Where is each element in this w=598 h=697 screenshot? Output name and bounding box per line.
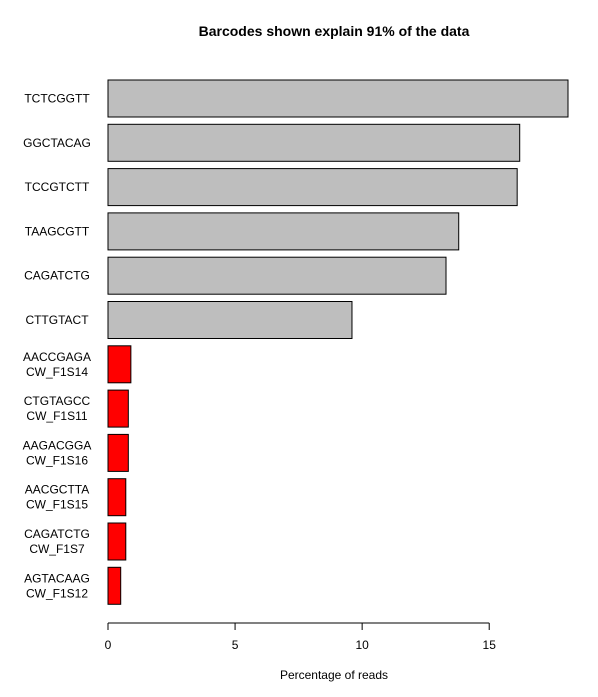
category-label-line: AGTACAAG bbox=[24, 571, 90, 585]
category-label-line: CW_F1S15 bbox=[26, 498, 88, 512]
category-label-line: CAGATCTG bbox=[24, 527, 90, 541]
bar-12 bbox=[107, 566, 122, 605]
category-label-6: CTTGTACT bbox=[25, 313, 89, 327]
chart-title: Barcodes shown explain 91% of the data bbox=[199, 23, 470, 39]
bar-3 bbox=[107, 168, 518, 207]
category-label-10: AACGCTTA CW_F1S15 bbox=[25, 483, 89, 512]
category-label-12: AGTACAAG CW_F1S12 bbox=[24, 571, 90, 600]
bar-5 bbox=[107, 256, 447, 295]
bar-1 bbox=[107, 79, 569, 118]
category-label-line: AAGACGGA bbox=[23, 438, 92, 452]
bar-6 bbox=[107, 301, 353, 339]
category-label-3: TCCGTCTT bbox=[25, 180, 90, 194]
category-label-9: AAGACGGA CW_F1S16 bbox=[23, 438, 92, 467]
category-label-line: CW_F1S11 bbox=[26, 409, 87, 423]
category-label-8: CTGTAGCC CW_F1S11 bbox=[24, 394, 91, 423]
bar-11 bbox=[107, 522, 127, 561]
category-label-11: CAGATCTG CW_F1S7 bbox=[24, 527, 90, 556]
category-label-line: GGCTACAG bbox=[23, 136, 91, 150]
x-axis-label: Percentage of reads bbox=[280, 668, 388, 682]
bar-7 bbox=[107, 345, 132, 384]
bar-4 bbox=[107, 212, 460, 251]
bar-10 bbox=[107, 478, 127, 517]
category-label-line: CW_F1S12 bbox=[26, 586, 88, 600]
x-tick-label: 10 bbox=[355, 638, 369, 652]
category-label-4: TAAGCGTT bbox=[25, 224, 90, 238]
category-label-line: AACGCTTA bbox=[25, 483, 89, 497]
bar-2 bbox=[107, 123, 521, 162]
category-label-line: TCCGTCTT bbox=[25, 180, 90, 194]
category-label-line: CW_F1S16 bbox=[26, 453, 88, 467]
category-label-line: CAGATCTG bbox=[24, 269, 90, 283]
x-tick-label: 15 bbox=[483, 638, 497, 652]
category-label-line: CTTGTACT bbox=[25, 313, 89, 327]
category-labels: TCTCGGTT GGCTACAG TCCGTCTT TAAGCGTT CAGATCTG… bbox=[23, 92, 92, 601]
category-label-7: AACCGAGA CW_F1S14 bbox=[23, 350, 91, 379]
category-label-line: CW_F1S14 bbox=[26, 365, 88, 379]
category-label-5: CAGATCTG bbox=[24, 269, 90, 283]
category-label-2: GGCTACAG bbox=[23, 136, 91, 150]
category-label-line: AACCGAGA bbox=[23, 350, 91, 364]
category-label-line: TCTCGGTT bbox=[24, 92, 90, 106]
category-label-line: CW_F1S7 bbox=[29, 542, 85, 556]
x-tick-label: 0 bbox=[105, 638, 112, 652]
bar-8 bbox=[107, 389, 129, 428]
bar-9 bbox=[107, 433, 129, 472]
category-label-line: TAAGCGTT bbox=[25, 224, 90, 238]
x-axis: 0 5 10 15 bbox=[105, 622, 497, 652]
bars-group bbox=[107, 79, 569, 605]
x-tick-label: 5 bbox=[232, 638, 239, 652]
category-label-1: TCTCGGTT bbox=[24, 92, 90, 106]
category-label-line: CTGTAGCC bbox=[24, 394, 91, 408]
